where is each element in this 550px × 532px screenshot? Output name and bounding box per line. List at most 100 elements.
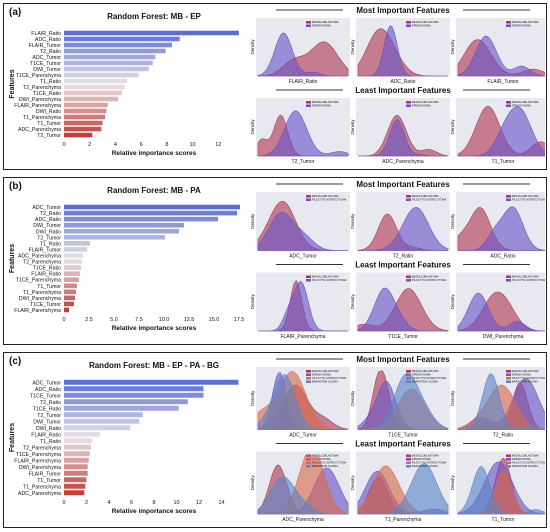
legend-swatch [306, 275, 311, 278]
legend-label: MEDULLOBLASTOMA [512, 454, 539, 458]
y-tick-label: FLAIR_Parenchyma [14, 458, 61, 464]
legend-label: MEDULLOBLASTOMA [412, 194, 439, 198]
bar [64, 247, 87, 252]
y-tick-label: ADC_Ratio [35, 217, 61, 223]
legend-label: MEDULLOBLASTOMA [312, 369, 339, 373]
density-curve [357, 287, 448, 332]
density-x-label: T2_Ratio [393, 254, 414, 260]
density-y-label: Density [450, 475, 455, 491]
y-tick-label: DWI_Ratio [36, 109, 61, 115]
y-tick-label: ADC_Parenchyma [18, 127, 61, 133]
x-tick-label: 12 [196, 500, 202, 506]
y-tick-label: T1CE_Parenchyma [16, 278, 61, 284]
density-x-label: ADC_Parenchyma [382, 159, 424, 165]
legend-swatch [506, 279, 511, 282]
bar [64, 120, 103, 126]
density-curve [257, 374, 348, 430]
y-tick-label: T1_Tumor [37, 478, 61, 484]
legend-swatch [506, 195, 511, 198]
y-tick-label: T1CE_Tumor [30, 302, 61, 308]
legend-swatch [306, 380, 311, 383]
legend-swatch [406, 104, 411, 107]
bar [64, 84, 125, 90]
bar [64, 379, 239, 385]
y-tick-label: T2_Parenchyma [23, 85, 61, 91]
y-tick-label: T1CE_Ratio [33, 266, 61, 272]
bar [64, 301, 74, 307]
bar [64, 66, 149, 72]
legend-swatch [306, 21, 311, 24]
legend-label: PILOCYTIC ASTROCYTOMA [512, 278, 545, 282]
density-curve [458, 106, 545, 157]
legend-label: EPENDYMOMA [412, 104, 431, 108]
legend-label: BRAINSTEM GLIOMA [412, 464, 438, 468]
density-y-label: Density [450, 213, 455, 229]
y-tick-label: DWI_Ratio [36, 426, 61, 432]
y-tick-label: T1_Parenchyma [23, 115, 61, 121]
density-y-label: Density [250, 390, 255, 406]
density-y-label: Density [250, 39, 255, 55]
panel-a: (a) Random Forest: MB - EP FLAIR_Ratio ADC… [3, 3, 547, 170]
bar [64, 412, 143, 418]
y-tick-label: DWI_Tumor [33, 419, 61, 425]
y-tick-label: T2_Ratio [40, 211, 61, 217]
legend-swatch [506, 104, 511, 107]
panel-label: (a) [9, 7, 22, 18]
legend-label: PILOCYTIC ASTROCYTOMA [412, 198, 447, 202]
legend-swatch [506, 101, 511, 104]
x-tick-label: 0 [62, 317, 65, 323]
bar [64, 48, 166, 54]
legend-swatch [306, 465, 311, 468]
x-axis-label: Relative importance scores [112, 150, 197, 157]
legend-swatch [406, 198, 411, 201]
legend-swatch [306, 198, 311, 201]
density-y-label: Density [350, 475, 355, 491]
y-axis-label: Features [9, 69, 16, 98]
x-tick-label: 5.0 [110, 317, 118, 323]
y-tick-label: T2_Tumor [37, 133, 61, 139]
y-tick-label: FLAIR_Ratio [31, 432, 61, 438]
y-tick-label: FLAIR_Tumor [29, 43, 62, 49]
legend-swatch [306, 370, 311, 373]
legend-swatch [306, 279, 311, 282]
bar [64, 42, 172, 48]
x-tick-label: 0 [62, 500, 65, 506]
bar [64, 470, 88, 476]
bar [64, 253, 83, 258]
legend-label: PILOCYTIC ASTROCYTOMA [312, 278, 347, 282]
x-tick-label: 10.0 [159, 317, 170, 323]
density-curve [257, 211, 348, 251]
y-tick-label: FLAIR_Tumor [29, 247, 62, 253]
density-x-label: T2_Ratio [493, 433, 514, 439]
y-tick-label: T1_Tumor [37, 121, 61, 127]
legend-swatch [406, 461, 411, 464]
y-tick-label: FLAIR_Ratio [31, 272, 61, 278]
bar [64, 222, 184, 228]
bar [64, 78, 127, 84]
density-x-label: T1_Tumor [492, 517, 515, 523]
density-x-label: T1_Tumor [492, 159, 515, 165]
bar [64, 451, 90, 457]
density-curve [257, 476, 348, 515]
bar [64, 483, 86, 489]
legend-label: MEDULLOBLASTOMA [512, 20, 539, 24]
bar [64, 216, 218, 222]
density-y-label: Density [250, 213, 255, 229]
panel-b: (b) Random Forest: MB - PA ADC_Tumor T2_Ra… [3, 177, 547, 345]
y-tick-label: T2_Ratio [40, 49, 61, 55]
legend-swatch [506, 373, 511, 376]
density-curve [457, 35, 545, 77]
legend-swatch [506, 465, 511, 468]
legend-label: EPENDYMOMA [512, 104, 531, 108]
density-y-label: Density [350, 390, 355, 406]
density-curve [257, 110, 349, 157]
y-tick-label: T1CE_Parenchyma [16, 452, 61, 458]
bar [64, 425, 131, 431]
legend-label: MEDULLOBLASTOMA [312, 194, 339, 198]
bar [64, 283, 77, 289]
legend-swatch [406, 279, 411, 282]
legend-label: BRAINSTEM GLIOMA [412, 380, 438, 384]
x-axis-label: Relative importance scores [112, 325, 197, 332]
x-tick-label: 12.5 [184, 317, 195, 323]
